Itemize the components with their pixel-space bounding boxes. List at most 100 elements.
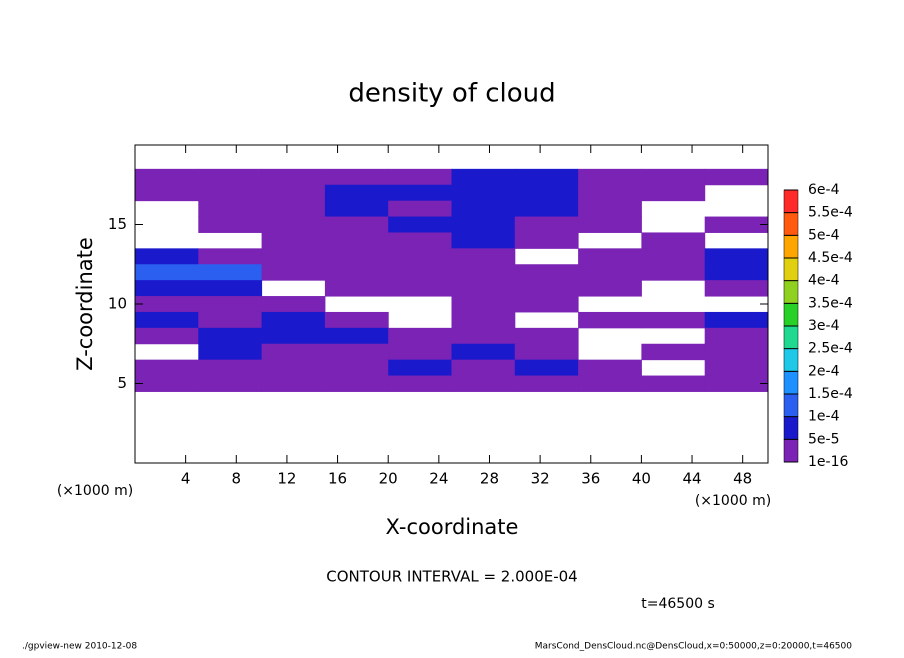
chart-title: density of cloud — [348, 79, 555, 109]
contour-cell — [641, 168, 706, 186]
x-unit: (×1000 m) — [695, 493, 771, 509]
contour-cell — [704, 343, 769, 361]
colorbar-label: 5.5e-4 — [808, 205, 853, 221]
colorbar-label: 3e-4 — [808, 318, 840, 334]
contour-cell — [198, 248, 263, 265]
y-tick-label: 10 — [108, 295, 127, 313]
contour-cell — [135, 264, 199, 281]
contour-cell — [198, 264, 263, 281]
contour-cell — [514, 375, 579, 392]
colorbar-box — [783, 393, 799, 417]
contour-cell — [388, 264, 452, 281]
contour-cell — [388, 216, 452, 233]
contour-cell — [324, 327, 389, 345]
contour-cell — [704, 216, 769, 233]
contour-cell — [451, 359, 516, 377]
colorbar-box — [783, 303, 799, 327]
x-tick-label: 40 — [632, 470, 651, 488]
contour-cell — [514, 296, 579, 313]
contour-cell — [135, 184, 199, 202]
contour-cell — [198, 375, 263, 392]
contour-cell — [135, 168, 199, 186]
contour-cell — [451, 248, 516, 265]
contour-cell — [578, 248, 642, 265]
contour-cell — [198, 184, 263, 202]
footer: MarsCond_DensCloud.nc@DensCloud,x=0:5000… — [535, 642, 852, 652]
contour-cell — [704, 327, 769, 345]
contour-cell — [704, 248, 769, 265]
contour-cell — [514, 327, 579, 345]
contour-cell — [578, 264, 642, 281]
contour-cell — [451, 264, 516, 281]
colorbar-label: 4e-4 — [808, 273, 840, 289]
contour-cell — [388, 359, 452, 377]
contour-cell — [514, 359, 579, 377]
contour-cell — [451, 311, 516, 329]
contour-cell — [641, 375, 706, 392]
contour-cell — [388, 248, 452, 265]
x-tick-label: 4 — [181, 470, 191, 488]
contour-cell — [135, 359, 199, 377]
colorbar-box — [783, 189, 799, 213]
contour-cell — [514, 343, 579, 361]
contour-cell — [324, 359, 389, 377]
contour-cell — [388, 375, 452, 392]
contour-cell — [514, 184, 579, 202]
colorbar-label: 5e-4 — [808, 227, 840, 243]
contour-cell — [324, 216, 389, 233]
colorbar-box — [783, 348, 799, 372]
contour-cell — [704, 264, 769, 281]
contour-cell — [451, 184, 516, 202]
contour-cell — [261, 375, 326, 392]
x-tick-label: 20 — [379, 470, 398, 488]
contour-cell — [261, 232, 326, 249]
contour-cell — [198, 343, 263, 361]
contour-cell — [704, 280, 769, 297]
x-tick-label: 12 — [277, 470, 296, 488]
contour-cell — [198, 311, 263, 329]
contour-cell — [324, 200, 389, 218]
contour-cell — [198, 359, 263, 377]
contour-cell — [324, 375, 389, 392]
contour-cell — [261, 359, 326, 377]
contour-cell — [451, 232, 516, 249]
contour-cell — [578, 216, 642, 233]
contour-cell — [704, 359, 769, 377]
contour-cell — [514, 216, 579, 233]
x-tick-label: 8 — [232, 470, 242, 488]
colorbar-label: 1e-4 — [808, 409, 840, 425]
contour-cell — [324, 184, 389, 202]
contour-cell — [641, 184, 706, 202]
colorbar-box — [783, 212, 799, 236]
footer: ./gpview-new 2010-12-08 — [22, 642, 137, 652]
colorbar-box — [783, 325, 799, 349]
x-unit: (×1000 m) — [57, 483, 133, 499]
contour-cell — [261, 248, 326, 265]
contour-cell — [324, 248, 389, 265]
contour-cell — [388, 232, 452, 249]
contour-cell — [451, 327, 516, 345]
contour-cell — [324, 264, 389, 281]
contour-cell — [198, 216, 263, 233]
contour-cell — [324, 168, 389, 186]
contour-cell — [198, 168, 263, 186]
contour-cell — [261, 311, 326, 329]
colorbar-label: 2.5e-4 — [808, 341, 853, 357]
contour-cell — [198, 296, 263, 313]
contour-cell — [578, 311, 642, 329]
colorbar-box — [783, 416, 799, 440]
contour-cell — [641, 343, 706, 361]
x-tick-label: 48 — [733, 470, 752, 488]
contour-cell — [388, 327, 452, 345]
contour-cell — [451, 216, 516, 233]
contour-cell — [578, 168, 642, 186]
contour-cell — [641, 264, 706, 281]
colorbar-label: 4.5e-4 — [808, 250, 853, 266]
contour-cell — [514, 280, 579, 297]
contour-cell — [324, 232, 389, 249]
colorbar-label: 6e-4 — [808, 182, 840, 198]
contour-cell — [198, 200, 263, 218]
contour-cell — [451, 296, 516, 313]
contour-cell — [324, 343, 389, 361]
